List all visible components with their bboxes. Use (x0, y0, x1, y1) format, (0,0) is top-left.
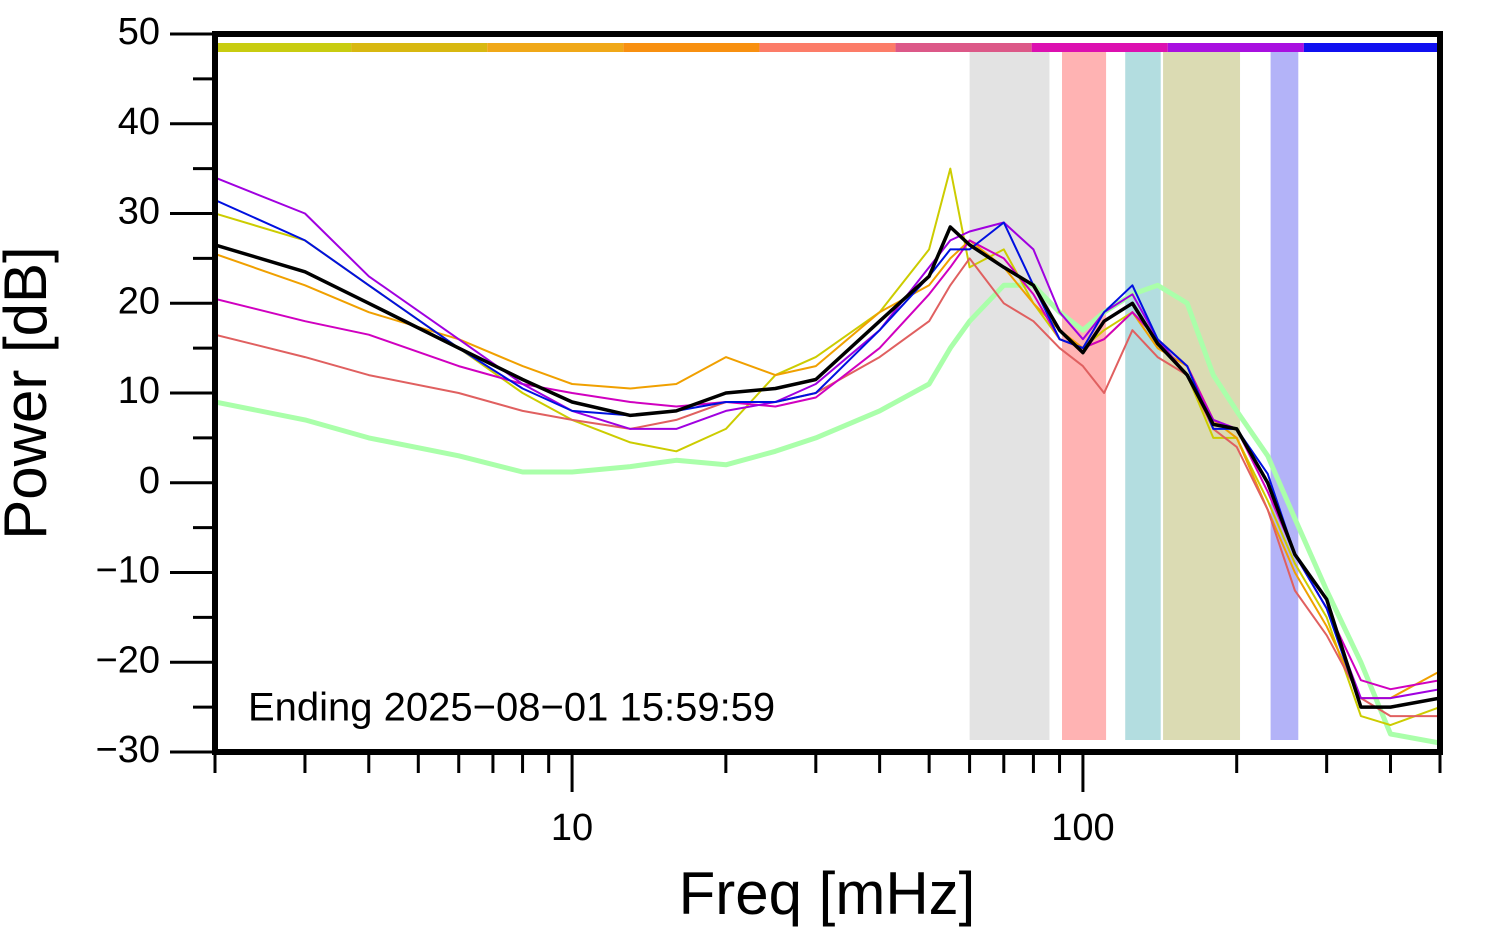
series-line (215, 167, 1440, 727)
y-tick-label: 10 (118, 370, 160, 412)
color-bar-segment (1167, 43, 1304, 52)
y-tick-label: 30 (118, 191, 160, 233)
x-tick-label: 100 (1051, 807, 1114, 849)
band (1270, 52, 1299, 740)
annotation: Ending 2025−08−01 15:59:59 (248, 686, 775, 730)
series-line (215, 257, 1440, 718)
y-tick-label: 20 (118, 280, 160, 322)
color-bar-segment (1303, 43, 1440, 52)
color-bar-segment (895, 43, 1032, 52)
color-bar-segment (623, 43, 760, 52)
y-tick-label: −30 (96, 729, 160, 771)
y-tick-label: −10 (96, 550, 160, 592)
plot-frame (212, 31, 1443, 755)
y-tick-label: 50 (118, 11, 160, 53)
series-line (215, 225, 1440, 709)
series-line (215, 239, 1440, 691)
y-tick-label: −20 (96, 639, 160, 681)
bands (215, 43, 1440, 740)
x-tick-label: 10 (551, 807, 593, 849)
band (1125, 52, 1161, 740)
x-axis-label: Freq [mHz] (679, 860, 976, 927)
color-bar-segment (351, 43, 488, 52)
lines (215, 167, 1440, 746)
y-axis-label: Power [dB] (0, 246, 59, 539)
series-line (215, 282, 1440, 746)
y-tick-label: 40 (118, 101, 160, 143)
series-line (215, 199, 1440, 709)
band (1062, 52, 1107, 740)
color-bar-segment (487, 43, 624, 52)
color-bar-segment (759, 43, 896, 52)
y-tick-label: 0 (139, 460, 160, 502)
color-bar-segment (215, 43, 352, 52)
color-bar-segment (1031, 43, 1168, 52)
band (969, 52, 1050, 740)
